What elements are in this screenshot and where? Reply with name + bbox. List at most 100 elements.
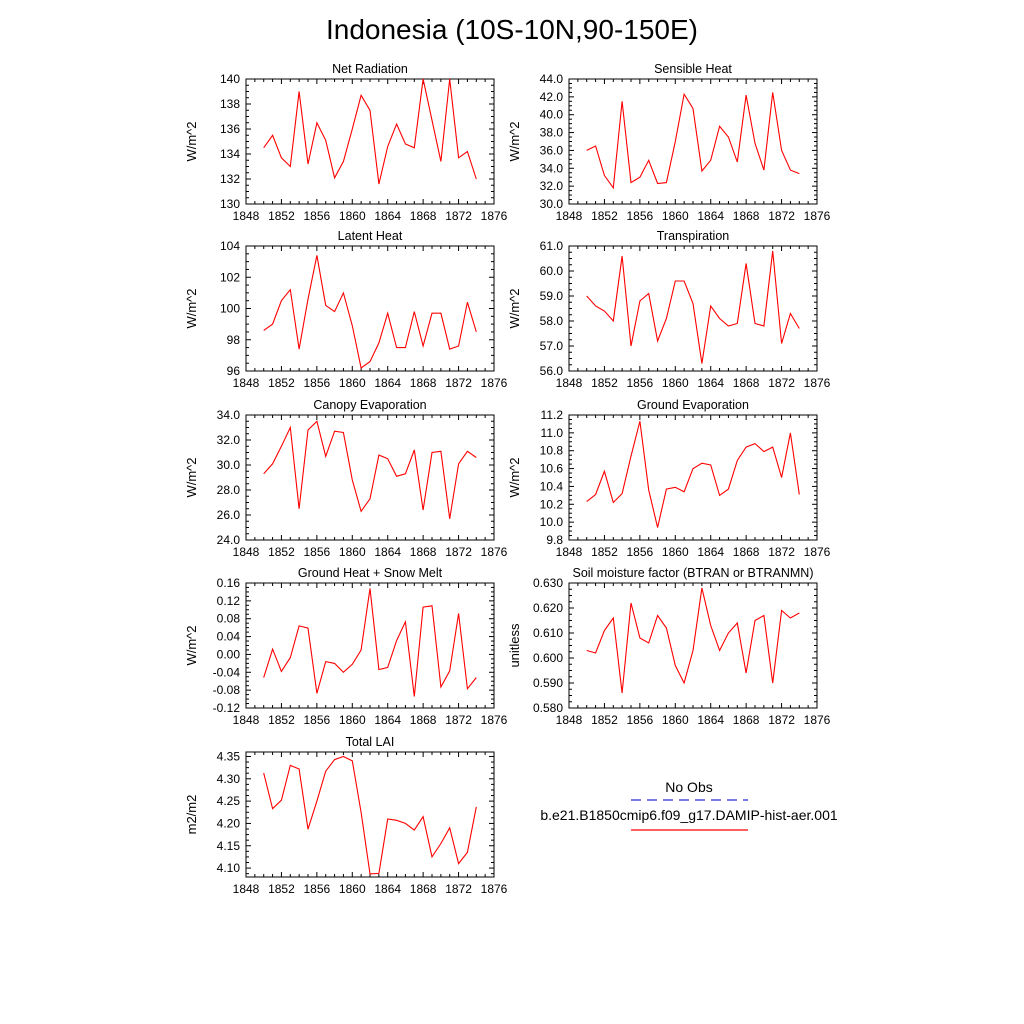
- x-tick-label: 1876: [481, 209, 508, 223]
- y-tick-label: 40.0: [540, 108, 564, 122]
- x-tick-label: 1864: [697, 376, 724, 390]
- y-tick-label: 134: [220, 147, 240, 161]
- x-tick-label: 1856: [627, 209, 654, 223]
- x-tick-label: 1868: [733, 209, 760, 223]
- y-tick-label: 56.0: [540, 364, 564, 378]
- x-tick-label: 1872: [768, 376, 795, 390]
- chart-panel-6: Ground Evaporation 1848 1852 1856 1860 1864 18…: [507, 398, 831, 559]
- series-line-1: [263, 420, 477, 519]
- y-axis-label: unitless: [507, 623, 522, 668]
- x-tick-label: 1872: [768, 209, 795, 223]
- x-tick-label: 1852: [268, 882, 295, 896]
- x-tick-label: 1856: [627, 713, 654, 727]
- x-tick-label: 1856: [304, 376, 331, 390]
- panel-title: Ground Heat + Snow Melt: [298, 566, 443, 580]
- x-tick-label: 1860: [662, 376, 689, 390]
- series-line-1: [586, 250, 800, 364]
- y-tick-label: 4.10: [217, 861, 241, 875]
- y-tick-label: -0.08: [213, 683, 241, 697]
- x-tick-label: 1856: [304, 209, 331, 223]
- y-tick-label: 11.0: [541, 426, 564, 440]
- x-tick-label: 1868: [733, 376, 760, 390]
- panel-title: Soil moisture factor (BTRAN or BTRANMN): [572, 566, 813, 580]
- y-tick-label: 32.0: [540, 179, 564, 193]
- y-tick-label: 136: [220, 122, 240, 136]
- x-tick-label: 1848: [556, 713, 583, 727]
- x-tick-label: 1864: [374, 545, 401, 559]
- x-tick-label: 1856: [304, 713, 331, 727]
- x-tick-label: 1872: [445, 882, 472, 896]
- plot-frame: [568, 582, 818, 709]
- x-tick-label: 1876: [804, 713, 831, 727]
- x-tick-label: 1848: [233, 545, 260, 559]
- y-axis-label: W/m^2: [507, 288, 522, 328]
- plot-frame: [245, 245, 495, 372]
- y-tick-label: 96: [227, 364, 241, 378]
- x-tick-label: 1872: [445, 545, 472, 559]
- y-tick-label: 4.30: [217, 772, 241, 786]
- x-tick-label: 1852: [591, 713, 618, 727]
- y-axis-label: W/m^2: [184, 457, 199, 497]
- y-tick-label: 32.0: [217, 433, 241, 447]
- panel-title: Net Radiation: [332, 62, 408, 76]
- y-tick-label: 10.2: [540, 497, 564, 511]
- figure-title: Indonesia (10S-10N,90-150E): [325, 14, 698, 45]
- y-tick-label: 58.0: [540, 314, 564, 328]
- y-tick-label: 4.15: [217, 839, 241, 853]
- series-line-1: [263, 755, 477, 875]
- x-tick-label: 1852: [591, 209, 618, 223]
- y-axis-label: W/m^2: [184, 288, 199, 328]
- legend-label-model: b.e21.B1850cmip6.f09_g17.DAMIP-hist-aer.…: [540, 807, 838, 823]
- plot-frame: [568, 245, 818, 372]
- y-tick-label: 57.0: [540, 339, 564, 353]
- y-tick-label: 98: [227, 333, 241, 347]
- x-tick-label: 1848: [233, 209, 260, 223]
- x-tick-label: 1876: [804, 545, 831, 559]
- x-tick-label: 1868: [410, 882, 437, 896]
- y-tick-label: 28.0: [217, 483, 241, 497]
- x-tick-label: 1856: [627, 376, 654, 390]
- x-tick-label: 1876: [804, 376, 831, 390]
- y-tick-label: 102: [220, 270, 240, 284]
- y-tick-label: 59.0: [540, 289, 564, 303]
- series-line-1: [586, 587, 800, 694]
- panel-title: Ground Evaporation: [637, 398, 749, 412]
- x-tick-label: 1852: [591, 545, 618, 559]
- y-tick-label: 0.620: [533, 601, 563, 615]
- x-tick-label: 1864: [374, 376, 401, 390]
- chart-panel-5: Canopy Evaporation 1848 1852 1856 1860 1864 18…: [184, 398, 508, 559]
- x-tick-label: 1864: [374, 882, 401, 896]
- x-tick-label: 1872: [445, 713, 472, 727]
- y-axis-label: W/m^2: [184, 625, 199, 665]
- x-tick-label: 1876: [804, 209, 831, 223]
- y-tick-label: 4.35: [217, 749, 241, 763]
- chart-panel-9: Total LAI 1848 1852 1856 1860 1864 1868 1872 187…: [184, 735, 508, 896]
- chart-panel-2: Sensible Heat 1848 1852 1856 1860 1864 1868 187…: [507, 62, 831, 223]
- x-tick-label: 1876: [481, 713, 508, 727]
- y-tick-label: 0.04: [217, 630, 241, 644]
- x-tick-label: 1852: [268, 209, 295, 223]
- x-tick-label: 1856: [304, 882, 331, 896]
- panel-title: Transpiration: [657, 229, 730, 243]
- x-tick-label: 1868: [733, 713, 760, 727]
- y-tick-label: 30.0: [540, 197, 564, 211]
- x-tick-label: 1856: [627, 545, 654, 559]
- y-tick-label: 4.20: [217, 816, 241, 830]
- panel-title: Sensible Heat: [654, 62, 732, 76]
- x-tick-label: 1852: [591, 376, 618, 390]
- chart-panel-8: Soil moisture factor (BTRAN or BTRANMN) 1…: [507, 566, 831, 727]
- panel-title: Latent Heat: [338, 229, 403, 243]
- x-tick-label: 1848: [556, 545, 583, 559]
- x-tick-label: 1856: [304, 545, 331, 559]
- y-tick-label: 140: [220, 72, 240, 86]
- series-line-1: [263, 78, 477, 185]
- x-tick-label: 1876: [481, 882, 508, 896]
- y-axis-label: m2/m2: [184, 795, 199, 835]
- y-tick-label: 36.0: [540, 143, 564, 157]
- x-tick-label: 1860: [662, 713, 689, 727]
- x-tick-label: 1864: [697, 713, 724, 727]
- x-tick-label: 1876: [481, 376, 508, 390]
- x-tick-label: 1864: [697, 209, 724, 223]
- y-tick-label: 0.00: [217, 647, 241, 661]
